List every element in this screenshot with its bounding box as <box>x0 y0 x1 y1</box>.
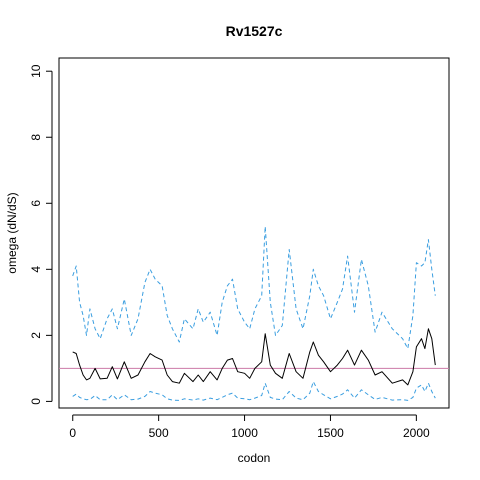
x-tick-label: 1000 <box>231 426 258 440</box>
y-tick-label: 0 <box>29 398 43 405</box>
series-line-2 <box>72 381 436 401</box>
chart-title: Rv1527c <box>226 23 283 39</box>
x-tick-label: 2000 <box>403 426 430 440</box>
y-tick-label: 8 <box>29 134 43 141</box>
y-tick-label: 6 <box>29 200 43 207</box>
x-tick-label: 500 <box>149 426 169 440</box>
y-tick-label: 2 <box>29 332 43 339</box>
plot-area: 0 500 1000 1500 2000 0 2 4 6 8 10 <box>29 57 450 440</box>
y-tick-label: 4 <box>29 266 43 273</box>
plot-frame <box>58 57 450 409</box>
series-line-1 <box>72 225 436 350</box>
series-line-0 <box>72 328 436 386</box>
x-tick-label: 0 <box>69 426 76 440</box>
x-tick-label: 1500 <box>317 426 344 440</box>
y-tick-label: 10 <box>29 64 43 78</box>
x-axis-label: codon <box>238 451 271 465</box>
y-axis-label: omega (dN/dS) <box>5 192 19 273</box>
